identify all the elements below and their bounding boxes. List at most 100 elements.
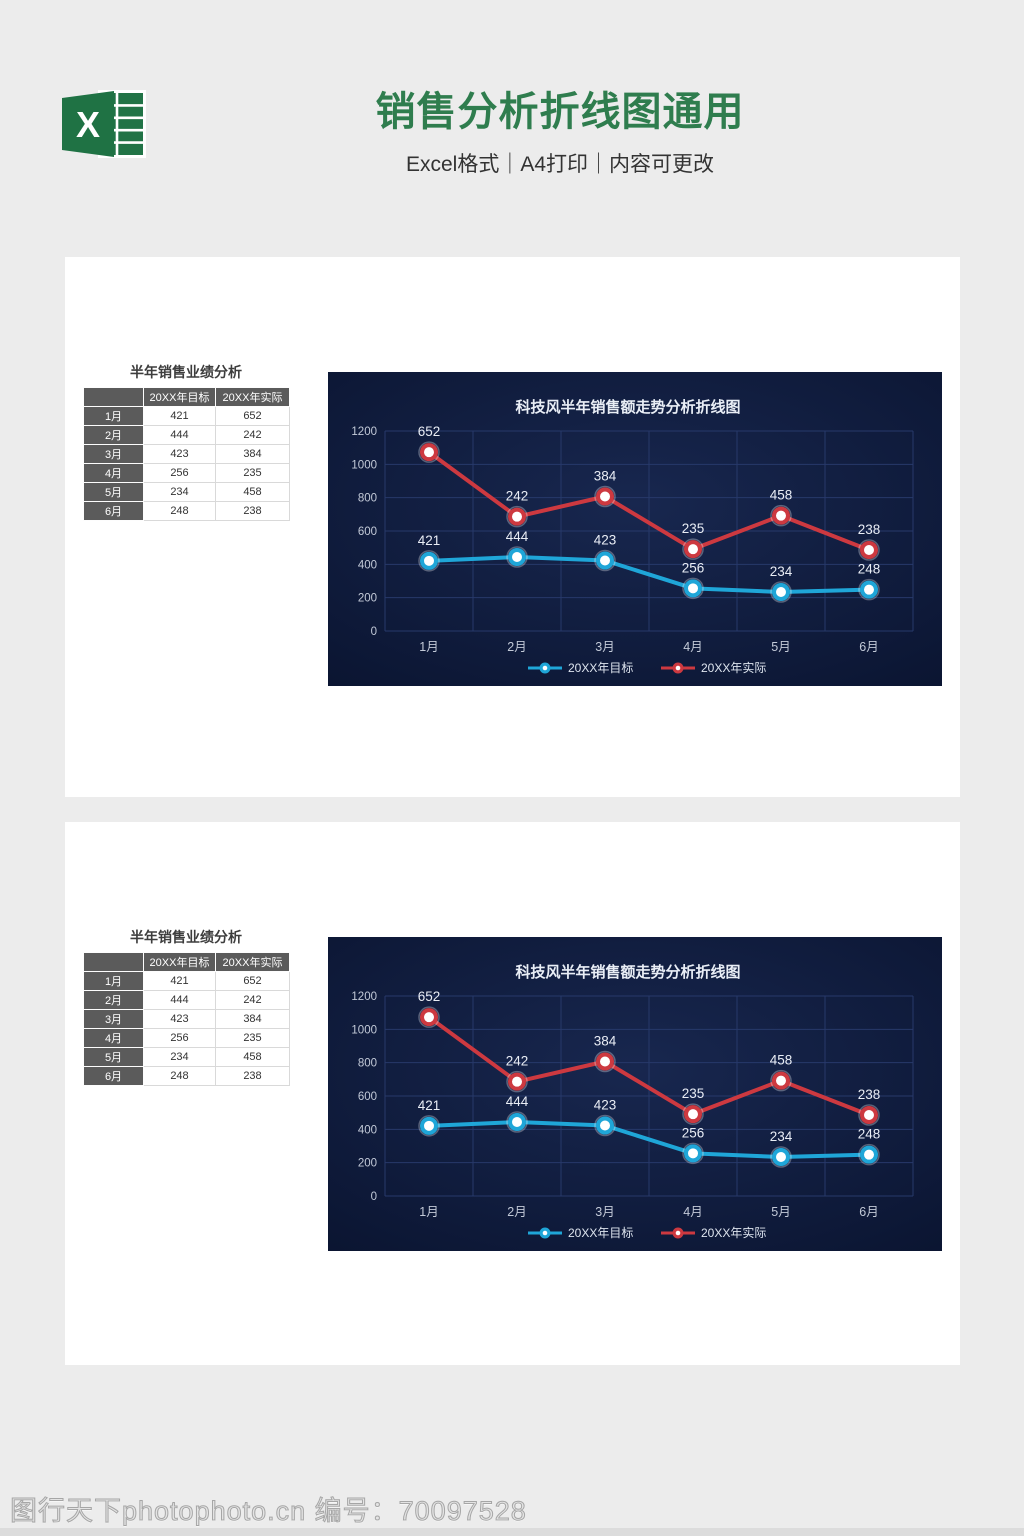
svg-text:400: 400: [358, 1124, 377, 1136]
table-row: 3月 423 384: [83, 444, 290, 464]
svg-text:421: 421: [418, 533, 441, 548]
svg-text:600: 600: [358, 1091, 377, 1103]
svg-text:X: X: [76, 104, 100, 145]
svg-text:458: 458: [770, 488, 793, 503]
svg-text:1000: 1000: [351, 1024, 377, 1036]
table-row: 6月 248 238: [83, 1066, 290, 1086]
row-label: 6月: [83, 501, 144, 521]
svg-text:238: 238: [858, 1087, 881, 1102]
table-title: 半年销售业绩分析: [130, 364, 242, 380]
value-cell: 256: [143, 463, 216, 483]
svg-text:1000: 1000: [351, 459, 377, 471]
sales-line-chart: 0 200 400 600 800 1000 1200 1月 2月 3月 4月 5月 6月 科技风半年销售…: [328, 937, 942, 1251]
value-cell: 423: [143, 1009, 216, 1029]
svg-text:20XX年实际: 20XX年实际: [701, 660, 766, 675]
value-cell: 238: [215, 501, 290, 521]
svg-text:4月: 4月: [683, 1205, 702, 1219]
svg-text:242: 242: [506, 489, 529, 504]
svg-text:1200: 1200: [351, 991, 377, 1003]
value-cell: 242: [215, 990, 290, 1010]
row-label: 5月: [83, 1047, 144, 1067]
svg-text:458: 458: [770, 1053, 793, 1068]
table-header-row: 20XX年目标 20XX年实际: [83, 387, 290, 407]
column-header: 20XX年目标: [143, 952, 216, 972]
svg-text:256: 256: [682, 1125, 705, 1140]
svg-text:652: 652: [418, 989, 441, 1004]
column-header: [83, 387, 144, 407]
row-label: 4月: [83, 1028, 144, 1048]
svg-text:248: 248: [858, 562, 881, 577]
column-header: 20XX年目标: [143, 387, 216, 407]
svg-text:20XX年目标: 20XX年目标: [568, 1226, 633, 1240]
sales-line-chart-block: 0 200 400 600 800 1000 1200 1月 2月 3月 4月 5月 6月 科技风半年销售…: [328, 372, 942, 686]
table-row: 1月 421 652: [83, 971, 290, 991]
svg-text:444: 444: [506, 1094, 529, 1109]
svg-text:0: 0: [371, 626, 377, 638]
column-header: [83, 952, 144, 972]
table-row: 4月 256 235: [83, 463, 290, 483]
svg-text:234: 234: [770, 564, 793, 579]
svg-text:384: 384: [594, 1034, 617, 1049]
value-cell: 248: [143, 501, 216, 521]
sales-line-chart: 0 200 400 600 800 1000 1200 1月 2月 3月 4月 5月 6月 科技风半年销售…: [328, 372, 942, 686]
svg-text:256: 256: [682, 560, 705, 575]
svg-text:1月: 1月: [419, 640, 438, 654]
sales-data-table: 20XX年目标 20XX年实际 1月 421 652 2月 444 242 3月 423 384 4月…: [83, 952, 290, 1086]
value-cell: 234: [143, 1047, 216, 1067]
template-preview-panel-2: 半年销售业绩分析 20XX年目标 20XX年实际 1月 421 652 2月 444 242 3…: [65, 822, 960, 1365]
svg-text:238: 238: [858, 522, 881, 537]
svg-text:20XX年实际: 20XX年实际: [701, 1225, 766, 1240]
svg-text:1200: 1200: [351, 426, 377, 438]
template-preview-panel-1: 半年销售业绩分析 20XX年目标 20XX年实际 1月 421 652 2月 444 242 3…: [65, 257, 960, 797]
svg-text:800: 800: [358, 493, 377, 505]
svg-text:6月: 6月: [859, 640, 878, 654]
value-cell: 384: [215, 444, 290, 464]
bottom-strip: [0, 1528, 1024, 1536]
svg-text:科技风半年销售额走势分析折线图: 科技风半年销售额走势分析折线图: [515, 398, 740, 416]
svg-text:2月: 2月: [507, 640, 526, 654]
table-row: 1月 421 652: [83, 406, 290, 426]
row-label: 3月: [83, 444, 144, 464]
svg-text:234: 234: [770, 1129, 793, 1144]
svg-text:0: 0: [371, 1191, 377, 1203]
sales-table: 20XX年目标 20XX年实际 1月 421 652 2月 444 242 3月 423 384 4月…: [83, 387, 290, 521]
sales-line-chart-block: 0 200 400 600 800 1000 1200 1月 2月 3月 4月 5月 6月 科技风半年销售…: [328, 937, 942, 1251]
value-cell: 235: [215, 463, 290, 483]
column-header: 20XX年实际: [215, 387, 290, 407]
svg-text:384: 384: [594, 469, 617, 484]
svg-text:421: 421: [418, 1098, 441, 1113]
row-label: 2月: [83, 990, 144, 1010]
row-label: 1月: [83, 971, 144, 991]
svg-text:423: 423: [594, 533, 617, 548]
page-title: 销售分析折线图通用: [375, 90, 745, 134]
excel-logo-icon: X: [62, 88, 148, 160]
svg-text:600: 600: [358, 526, 377, 538]
sales-table: 20XX年目标 20XX年实际 1月 421 652 2月 444 242 3月 423 384 4月…: [83, 952, 290, 1086]
svg-text:6月: 6月: [859, 1205, 878, 1219]
svg-text:200: 200: [358, 1158, 377, 1170]
value-cell: 248: [143, 1066, 216, 1086]
value-cell: 444: [143, 425, 216, 445]
svg-text:248: 248: [858, 1127, 881, 1142]
svg-text:5月: 5月: [771, 640, 790, 654]
value-cell: 444: [143, 990, 216, 1010]
svg-text:4月: 4月: [683, 640, 702, 654]
table-header-row: 20XX年目标 20XX年实际: [83, 952, 290, 972]
value-cell: 458: [215, 482, 290, 502]
svg-text:652: 652: [418, 424, 441, 439]
page-subtitle: Excel格式｜A4打印｜内容可更改: [405, 153, 715, 176]
table-row: 2月 444 242: [83, 425, 290, 445]
table-row: 5月 234 458: [83, 482, 290, 502]
svg-text:200: 200: [358, 593, 377, 605]
svg-text:423: 423: [594, 1098, 617, 1113]
svg-text:20XX年目标: 20XX年目标: [568, 661, 633, 675]
svg-text:1月: 1月: [419, 1205, 438, 1219]
table-title: 半年销售业绩分析: [130, 929, 242, 945]
value-cell: 234: [143, 482, 216, 502]
excel-logo-svg: X: [62, 90, 146, 158]
table-row: 3月 423 384: [83, 1009, 290, 1029]
sales-table-block: 半年销售业绩分析 20XX年目标 20XX年实际 1月 421 652 2月 444 242 3…: [83, 928, 290, 1086]
value-cell: 458: [215, 1047, 290, 1067]
table-row: 2月 444 242: [83, 990, 290, 1010]
